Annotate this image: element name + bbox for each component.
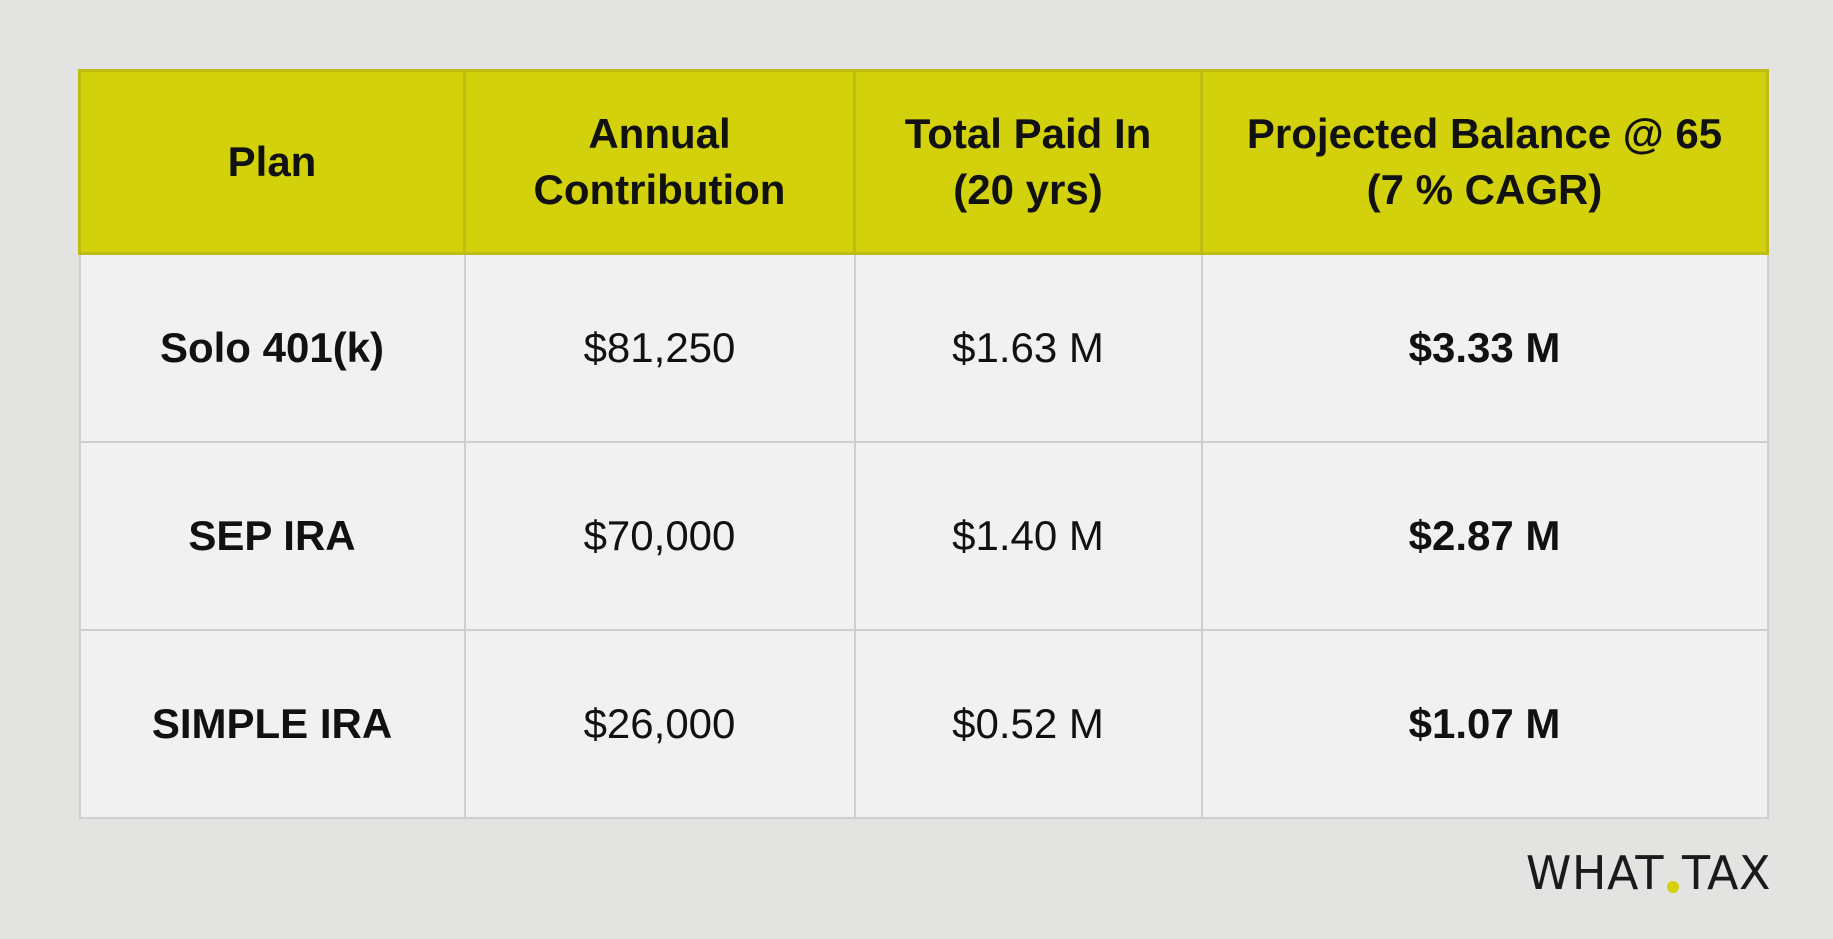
logo-dot-icon [1666,881,1679,893]
what-tax-logo: WHAT TAX [1526,850,1771,896]
cell-plan: SEP IRA [78,441,466,631]
cell-plan: Solo 401(k) [78,252,466,443]
cell-projected-balance: $2.87 M [1200,441,1769,631]
header-projected-balance: Projected Balance @ 65 (7 % CAGR) [1200,69,1769,255]
header-balance-line-1: Projected Balance @ 65 [1246,110,1723,157]
cell-projected-balance: $3.33 M [1200,252,1769,443]
header-annual-line-1: Annual [588,110,731,157]
cell-annual-contribution: $70,000 [463,441,856,631]
cell-annual-contribution: $81,250 [463,252,856,443]
cell-total-paid-in: $1.40 M [853,441,1203,631]
table-row: Solo 401(k) $81,250 $1.63 M $3.33 M [78,252,1769,443]
logo-text-tax: TAX [1681,846,1771,900]
header-plan-line-1: Plan [227,138,317,185]
cell-total-paid-in: $0.52 M [853,629,1203,819]
table-row: SEP IRA $70,000 $1.40 M $2.87 M [78,441,1769,631]
cell-projected-balance: $1.07 M [1200,629,1769,819]
table-row: SIMPLE IRA $26,000 $0.52 M $1.07 M [78,629,1769,819]
header-row: Plan Annual Contribution Total Paid In (… [78,69,1769,255]
header-annual-line-2: Contribution [533,166,786,213]
cell-plan: SIMPLE IRA [78,629,466,819]
cell-annual-contribution: $26,000 [463,629,856,819]
logo-text-what: WHAT [1525,846,1664,900]
retirement-plan-table: Plan Annual Contribution Total Paid In (… [78,69,1769,819]
header-paid-line-1: Total Paid In [904,110,1152,157]
cell-total-paid-in: $1.63 M [853,252,1203,443]
comparison-table: Plan Annual Contribution Total Paid In (… [78,69,1769,819]
header-plan: Plan [78,69,466,255]
header-annual-contribution: Annual Contribution [463,69,856,255]
header-paid-line-2: (20 yrs) [953,166,1103,213]
table-header: Plan Annual Contribution Total Paid In (… [78,69,1769,255]
header-total-paid-in: Total Paid In (20 yrs) [853,69,1203,255]
table-body: Solo 401(k) $81,250 $1.63 M $3.33 M SEP … [78,252,1769,819]
header-balance-line-2: (7 % CAGR) [1366,166,1603,213]
